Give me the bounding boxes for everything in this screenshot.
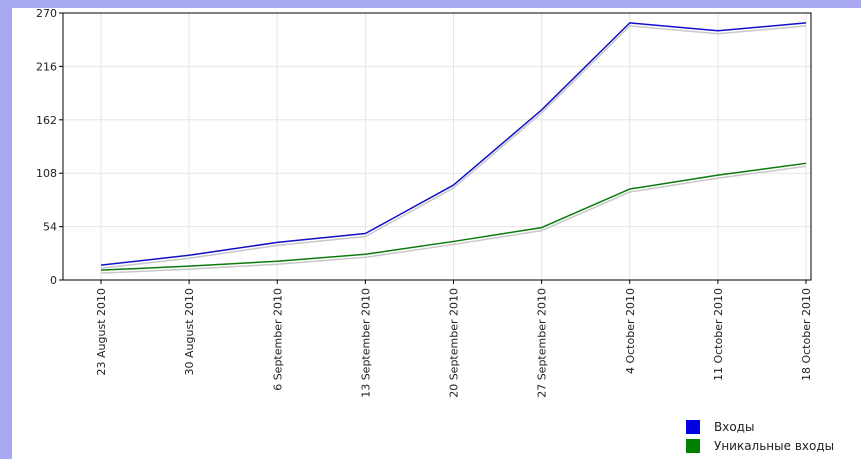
y-axis-ticks: 0 54 108 162 216 270	[36, 7, 63, 287]
left-border-strip	[0, 0, 12, 459]
x-tick-label: 23 August 2010	[95, 288, 108, 375]
y-tick-label: 216	[36, 60, 57, 73]
plot-frame	[62, 12, 812, 281]
legend-swatch-visits	[686, 420, 700, 434]
y-tick-label: 108	[36, 167, 57, 180]
series-line-0	[100, 22, 807, 266]
series-shadows	[100, 25, 807, 274]
x-tick-label: 18 October 2010	[800, 288, 813, 381]
x-tick-label: 6 September 2010	[271, 288, 284, 391]
x-axis-ticks: 23 August 2010 30 August 2010 6 September …	[95, 280, 813, 398]
series-lines	[100, 22, 807, 271]
legend-item-unique-visits: Уникальные входы	[686, 437, 834, 455]
y-tick-label: 0	[50, 274, 57, 287]
series-line-1	[100, 162, 807, 271]
x-tick-label: 4 October 2010	[624, 288, 637, 374]
x-tick-label: 20 September 2010	[448, 288, 461, 398]
y-tick-label: 162	[36, 114, 57, 127]
x-tick-label: 11 October 2010	[712, 288, 725, 381]
x-tick-label: 30 August 2010	[183, 288, 196, 375]
legend: Входы Уникальные входы	[686, 418, 834, 456]
legend-label-unique-visits: Уникальные входы	[714, 439, 835, 453]
legend-label-visits: Входы	[714, 420, 755, 434]
grid-lines	[63, 13, 811, 280]
y-tick-label: 54	[43, 221, 57, 234]
top-border-strip	[0, 0, 861, 8]
x-tick-label: 27 September 2010	[536, 288, 549, 398]
legend-item-visits: Входы	[686, 418, 834, 436]
x-tick-label: 13 September 2010	[359, 288, 372, 398]
y-tick-label: 270	[36, 7, 57, 20]
series-shadow-1	[100, 165, 807, 274]
series-shadow-0	[100, 25, 807, 269]
legend-swatch-unique-visits	[686, 439, 700, 453]
